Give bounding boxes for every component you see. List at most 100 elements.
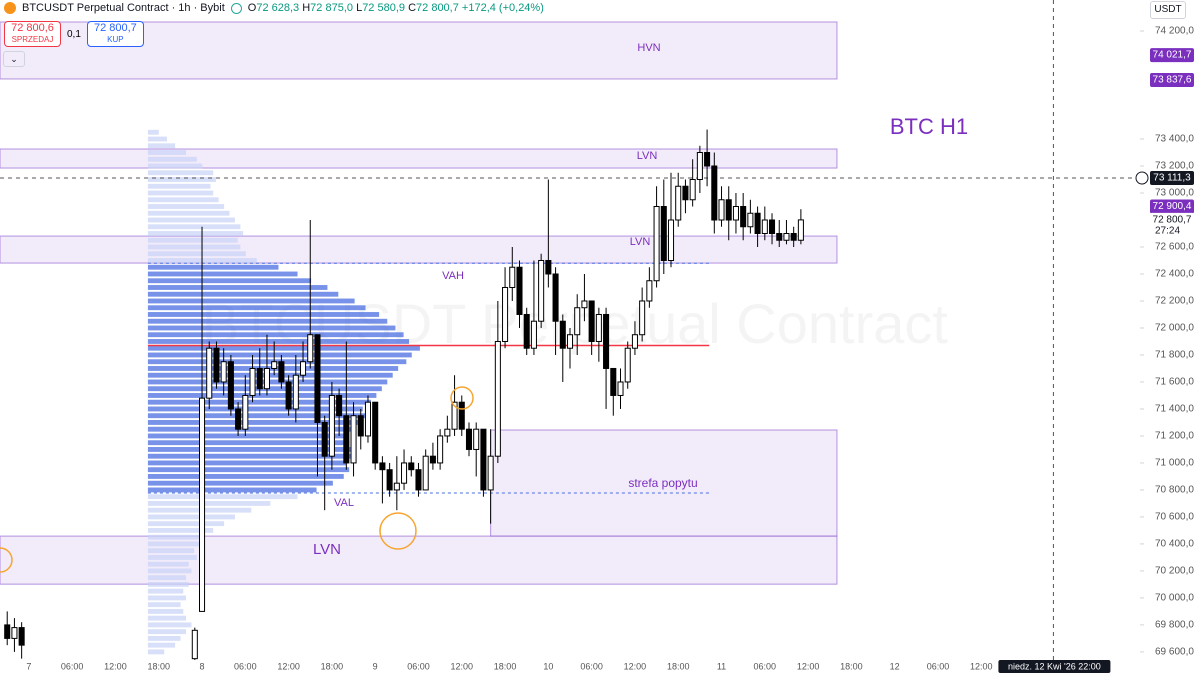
profile-bar <box>147 204 225 209</box>
currency-button[interactable]: USDT <box>1150 1 1186 19</box>
price-marker <box>1150 212 1194 227</box>
crosshair-y-box <box>1150 170 1194 185</box>
x-tick-label: 12:00 <box>451 661 474 671</box>
x-tick-label: 12:00 <box>797 661 820 671</box>
x-tick-label: 06:00 <box>754 661 777 671</box>
buy-label: KUP <box>107 35 124 44</box>
candle-body <box>761 219 768 234</box>
candle-body <box>487 455 494 491</box>
y-tick-label: 70 400,0 <box>1155 539 1194 550</box>
candle-body <box>552 273 559 322</box>
profile-bar <box>147 177 216 182</box>
profile-bar <box>147 521 225 527</box>
candle-body <box>18 627 25 646</box>
profile-bar <box>147 332 404 338</box>
y-tick-label: 74 200,0 <box>1155 26 1194 37</box>
candle-body <box>213 347 220 383</box>
y-tick-label: 70 000,0 <box>1155 593 1194 604</box>
ohlc-key: C <box>408 2 417 14</box>
candle-body <box>740 206 747 228</box>
y-tick-label: 72 600,0 <box>1155 242 1194 253</box>
profile-bar <box>147 224 241 230</box>
price-marker <box>1150 199 1194 214</box>
y-tick-label: 72 200,0 <box>1155 296 1194 307</box>
ohlc: O72 628,3 H72 875,0 L72 580,9 C72 800,7 … <box>248 2 544 14</box>
profile-bar <box>147 231 244 236</box>
profile-bar <box>147 150 186 155</box>
profile-bar <box>147 183 211 189</box>
profile-bar <box>147 271 298 277</box>
zone <box>0 535 838 585</box>
zone-label: LVN <box>313 541 341 558</box>
candle-body <box>588 300 595 342</box>
collapse-button[interactable]: ⌄ <box>3 51 25 67</box>
profile-bar <box>147 143 176 149</box>
profile-bar <box>147 426 352 432</box>
candle-body <box>610 367 617 396</box>
candle-body <box>393 482 400 491</box>
profile-bar <box>147 156 197 162</box>
candle-body <box>667 219 675 261</box>
candle-body <box>523 313 530 349</box>
candle-body <box>675 185 682 221</box>
candle-body <box>300 361 307 376</box>
countdown: 27:24 <box>1155 226 1180 237</box>
profile-bar <box>147 440 350 446</box>
candle-body <box>769 219 776 234</box>
spread: 0,1 <box>67 28 81 40</box>
candle-body <box>502 286 509 342</box>
profile-bar <box>147 629 186 635</box>
buy-price: 72 800,7 <box>93 22 137 34</box>
zone-label: HVN <box>637 42 660 54</box>
candle-body <box>747 212 754 228</box>
candle-body <box>408 462 415 471</box>
candle-body <box>271 361 278 369</box>
zone <box>0 235 838 264</box>
profile-bar <box>147 534 203 540</box>
buy-button[interactable]: 72 800,7 KUP <box>86 21 144 47</box>
candle-body <box>249 367 256 396</box>
candle-body <box>538 259 545 322</box>
profile-bar <box>147 460 347 466</box>
profile-bar <box>147 318 388 324</box>
profile-bar <box>147 433 344 439</box>
profile-bar <box>147 554 197 560</box>
x-axis-bg <box>0 660 1140 673</box>
crosshair-plus <box>1135 171 1149 185</box>
candle-body <box>682 185 689 201</box>
y-tick-label: 69 600,0 <box>1155 647 1194 658</box>
x-tick-label: 18:00 <box>494 661 517 671</box>
highlight-circle <box>379 512 417 550</box>
annotations <box>0 386 474 573</box>
x-tick-label: 12:00 <box>970 661 993 671</box>
x-tick-label: 18:00 <box>667 661 690 671</box>
profile-bar <box>147 136 167 142</box>
ohlc-value: 72 800,7 <box>416 2 459 14</box>
profile-bar <box>147 541 200 547</box>
candle-body <box>480 428 487 491</box>
ohlc-key: O <box>247 2 257 14</box>
candle-body <box>639 300 646 336</box>
plot-area: BTCUSDT Perpetual ContractHVNLVNLVNstref… <box>0 0 1140 660</box>
highlight-circle <box>450 386 474 410</box>
profile-bar <box>147 487 317 493</box>
x-tick-label: 11 <box>717 661 726 671</box>
ohlc-value: 72 875,0 <box>310 2 353 14</box>
zone <box>0 148 838 169</box>
symbol[interactable]: BTCUSDT Perpetual Contract · 1h · Bybit <box>22 2 225 14</box>
profile-bar <box>147 244 241 250</box>
profile-bar <box>147 163 203 169</box>
sell-button[interactable]: 72 800,6 SPRZEDAJ <box>4 21 61 47</box>
y-tick-label: 71 200,0 <box>1155 431 1194 442</box>
candle-body <box>328 394 335 457</box>
profile-bar <box>147 129 159 135</box>
x-tick-label: 18:00 <box>321 661 344 671</box>
crosshair-x-label: niedz. 12 Kwi '26 22:00 <box>1008 661 1101 671</box>
candle-body <box>516 266 523 315</box>
profile-bar <box>147 372 393 378</box>
candle-body <box>545 259 552 275</box>
y-tick-label: 71 600,0 <box>1155 377 1194 388</box>
